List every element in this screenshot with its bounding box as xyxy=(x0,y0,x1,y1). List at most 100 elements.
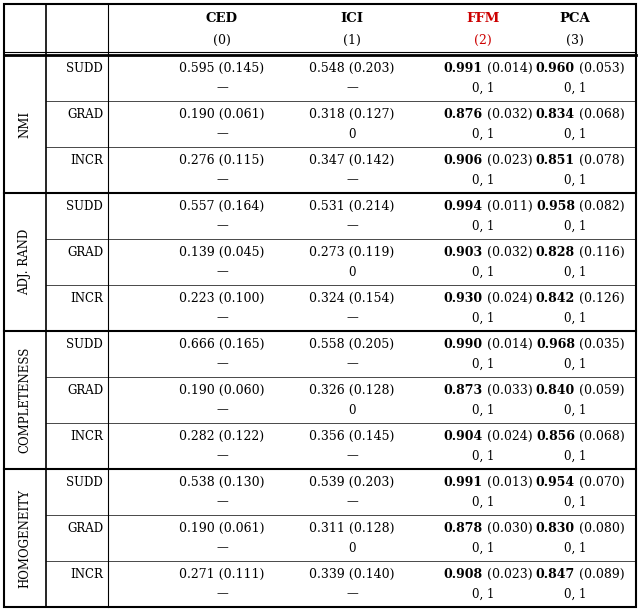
Text: 0.828: 0.828 xyxy=(536,246,575,259)
Text: (0.014): (0.014) xyxy=(483,338,532,351)
Text: (1): (1) xyxy=(343,34,361,46)
Text: —: — xyxy=(346,312,358,324)
Text: (0.023): (0.023) xyxy=(483,568,532,581)
Text: (0.033): (0.033) xyxy=(483,384,532,397)
Text: 0.190 (0.061): 0.190 (0.061) xyxy=(179,522,265,535)
Text: (0.068): (0.068) xyxy=(575,108,625,122)
Text: (0.013): (0.013) xyxy=(483,477,532,489)
Text: GRAD: GRAD xyxy=(67,522,103,535)
Text: (0.032): (0.032) xyxy=(483,246,532,259)
Text: 0.856: 0.856 xyxy=(536,430,575,444)
Text: 0, 1: 0, 1 xyxy=(472,82,494,95)
Text: —: — xyxy=(346,588,358,601)
Text: 0.873: 0.873 xyxy=(444,384,483,397)
Text: 0, 1: 0, 1 xyxy=(472,219,494,233)
Text: INCR: INCR xyxy=(70,430,103,444)
Text: 0, 1: 0, 1 xyxy=(564,174,586,186)
Text: HOMOGENEITY: HOMOGENEITY xyxy=(19,489,31,588)
Text: (0.078): (0.078) xyxy=(575,155,625,167)
Text: 0.558 (0.205): 0.558 (0.205) xyxy=(309,338,395,351)
Text: —: — xyxy=(346,82,358,95)
Text: 0.324 (0.154): 0.324 (0.154) xyxy=(309,292,395,306)
Text: 0, 1: 0, 1 xyxy=(472,128,494,141)
Text: INCR: INCR xyxy=(70,568,103,581)
Text: —: — xyxy=(216,450,228,463)
Text: ICI: ICI xyxy=(340,12,364,24)
Text: 0.960: 0.960 xyxy=(536,62,575,75)
Text: 0, 1: 0, 1 xyxy=(472,266,494,279)
Text: 0.904: 0.904 xyxy=(444,430,483,444)
Text: 0.666 (0.165): 0.666 (0.165) xyxy=(179,338,265,351)
Text: GRAD: GRAD xyxy=(67,246,103,259)
Text: (0.024): (0.024) xyxy=(483,292,532,306)
Text: (0.068): (0.068) xyxy=(575,430,625,444)
Text: GRAD: GRAD xyxy=(67,108,103,122)
Text: —: — xyxy=(346,357,358,371)
Text: 0: 0 xyxy=(348,128,356,141)
Text: (0.011): (0.011) xyxy=(483,200,532,213)
Text: (0.126): (0.126) xyxy=(575,292,625,306)
Text: (0.032): (0.032) xyxy=(483,108,532,122)
Text: 0.282 (0.122): 0.282 (0.122) xyxy=(179,430,264,444)
Text: 0.930: 0.930 xyxy=(444,292,483,306)
Text: —: — xyxy=(216,266,228,279)
Text: 0, 1: 0, 1 xyxy=(564,128,586,141)
Text: 0.903: 0.903 xyxy=(444,246,483,259)
Text: —: — xyxy=(216,174,228,186)
Text: 0.954: 0.954 xyxy=(536,477,575,489)
Text: 0, 1: 0, 1 xyxy=(564,312,586,324)
Text: INCR: INCR xyxy=(70,292,103,306)
Text: —: — xyxy=(216,128,228,141)
Text: 0.834: 0.834 xyxy=(536,108,575,122)
Text: 0.851: 0.851 xyxy=(536,155,575,167)
Text: 0: 0 xyxy=(348,404,356,417)
Text: 0.906: 0.906 xyxy=(444,155,483,167)
Text: 0.356 (0.145): 0.356 (0.145) xyxy=(309,430,395,444)
Text: 0, 1: 0, 1 xyxy=(472,450,494,463)
Text: 0.991: 0.991 xyxy=(444,62,483,75)
Text: 0.908: 0.908 xyxy=(444,568,483,581)
Text: (0.053): (0.053) xyxy=(575,62,625,75)
Text: (0.070): (0.070) xyxy=(575,477,625,489)
Text: 0: 0 xyxy=(348,266,356,279)
Text: 0, 1: 0, 1 xyxy=(472,312,494,324)
Text: 0.840: 0.840 xyxy=(536,384,575,397)
Text: 0, 1: 0, 1 xyxy=(564,496,586,508)
Text: 0.339 (0.140): 0.339 (0.140) xyxy=(309,568,395,581)
Text: 0.318 (0.127): 0.318 (0.127) xyxy=(309,108,395,122)
Text: 0.968: 0.968 xyxy=(536,338,575,351)
Text: —: — xyxy=(216,219,228,233)
Text: 0.347 (0.142): 0.347 (0.142) xyxy=(309,155,395,167)
Text: 0.271 (0.111): 0.271 (0.111) xyxy=(179,568,265,581)
Text: 0, 1: 0, 1 xyxy=(564,82,586,95)
Text: 0, 1: 0, 1 xyxy=(472,174,494,186)
Text: —: — xyxy=(346,174,358,186)
Text: —: — xyxy=(216,82,228,95)
Text: 0, 1: 0, 1 xyxy=(564,541,586,555)
Text: CED: CED xyxy=(206,12,238,24)
Text: SUDD: SUDD xyxy=(67,477,103,489)
Text: 0.991: 0.991 xyxy=(444,477,483,489)
Text: (0.030): (0.030) xyxy=(483,522,532,535)
Text: 0, 1: 0, 1 xyxy=(472,541,494,555)
Text: 0.139 (0.045): 0.139 (0.045) xyxy=(179,246,265,259)
Text: SUDD: SUDD xyxy=(67,62,103,75)
Text: 0.842: 0.842 xyxy=(536,292,575,306)
Text: 0.190 (0.060): 0.190 (0.060) xyxy=(179,384,265,397)
Text: —: — xyxy=(216,312,228,324)
Text: (0.089): (0.089) xyxy=(575,568,625,581)
Text: 0.990: 0.990 xyxy=(444,338,483,351)
Text: —: — xyxy=(216,588,228,601)
Text: —: — xyxy=(216,541,228,555)
Text: GRAD: GRAD xyxy=(67,384,103,397)
Text: (3): (3) xyxy=(566,34,584,46)
Text: 0.538 (0.130): 0.538 (0.130) xyxy=(179,477,265,489)
Text: (0.080): (0.080) xyxy=(575,522,625,535)
Text: 0, 1: 0, 1 xyxy=(472,496,494,508)
Text: —: — xyxy=(346,450,358,463)
Text: (0.014): (0.014) xyxy=(483,62,532,75)
Text: FFM: FFM xyxy=(467,12,500,24)
Text: —: — xyxy=(346,496,358,508)
Text: 0, 1: 0, 1 xyxy=(564,266,586,279)
Text: 0.276 (0.115): 0.276 (0.115) xyxy=(179,155,264,167)
